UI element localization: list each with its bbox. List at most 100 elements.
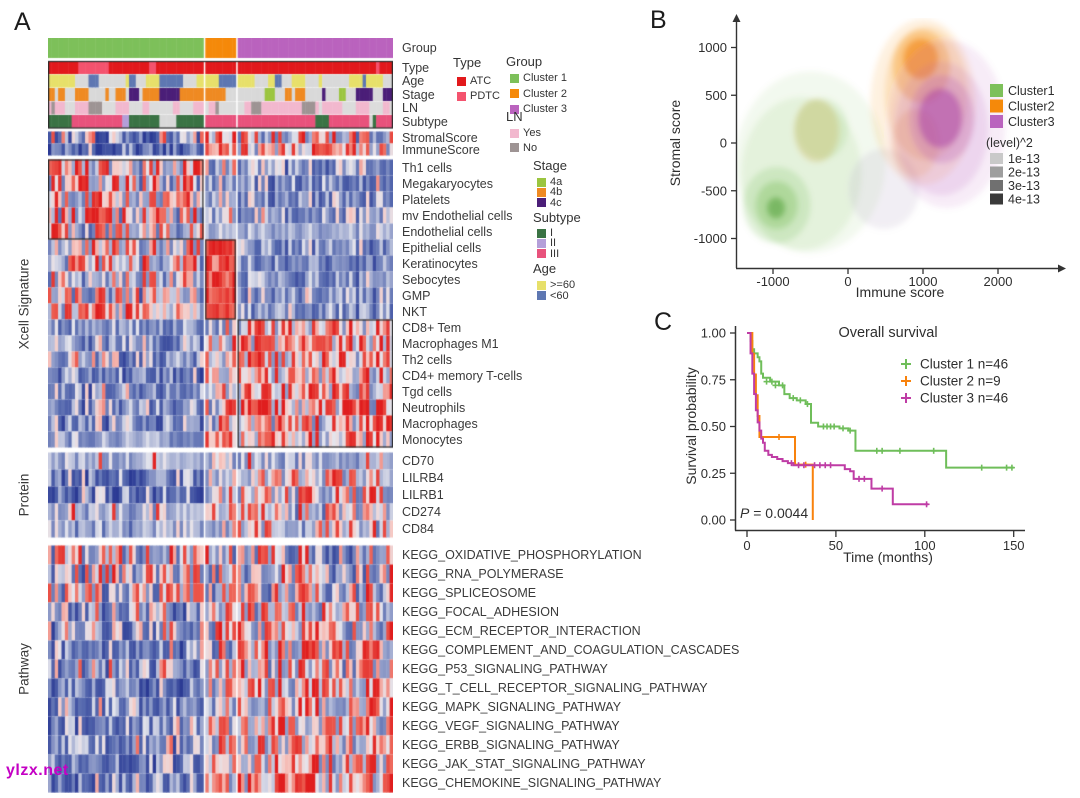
heatmap-row-label: Th1 cells — [402, 160, 453, 175]
heatmap-row-label: NKT — [402, 304, 427, 319]
legend-group: Group Cluster 1 Cluster 2 Cluster 3 — [506, 54, 567, 115]
heatmap-row-label: Group — [402, 41, 437, 55]
legend-item: Cluster 2 — [510, 88, 567, 100]
legend-title: Stage — [533, 158, 567, 173]
heatmap-row-label: Th2 cells — [402, 352, 453, 367]
svg-text:500: 500 — [705, 88, 727, 103]
survival-axes: 1.00 0.75 0.50 0.25 0.00 0 50 100 150 — [701, 326, 1025, 553]
legend-item-label: 4b — [550, 186, 563, 199]
heatmap-row-label: KEGG_P53_SIGNALING_PATHWAY — [402, 662, 608, 676]
svg-text:1000: 1000 — [909, 274, 938, 289]
legend-item-label: II — [550, 237, 557, 250]
legend-item: 4a — [537, 176, 562, 188]
heatmap-row-label: Tgd cells — [402, 384, 453, 399]
heatmap-row-label: KEGG_VEGF_SIGNALING_PATHWAY — [402, 719, 620, 733]
svg-text:0.00: 0.00 — [701, 513, 726, 528]
heatmap-row-label: KEGG_COMPLEMENT_AND_COAGULATION_CASCADES — [402, 643, 740, 657]
density-plot: B 1000 500 0 -500 -1000 -1000 0 1000 2000 Cluste… — [650, 6, 1066, 300]
legend-item: No — [510, 142, 537, 154]
legend-title: LN — [506, 109, 523, 124]
survival-curves — [747, 332, 1015, 520]
panel-a-label: A — [14, 8, 31, 36]
legend-swatch-icon — [537, 280, 546, 290]
heatmap-row-label: Megakaryocytes — [402, 176, 494, 191]
svg-text:2e-13: 2e-13 — [1008, 166, 1040, 180]
panel-b-label: B — [650, 6, 667, 34]
legend-swatch-icon — [510, 104, 519, 114]
svg-text:-500: -500 — [701, 183, 727, 198]
heatmap-row-label: CD274 — [402, 505, 441, 519]
heatmap-row-label: Macrophages M1 — [402, 336, 499, 351]
heatmap-row-label: Type — [402, 60, 430, 75]
heatmap-row-label: Endothelial cells — [402, 224, 493, 239]
density-ylabel: Stromal score — [667, 100, 683, 187]
legend-item: I — [537, 227, 553, 239]
legend-stage: Stage 4a 4b 4c — [533, 158, 567, 209]
heatmap-canvas — [48, 38, 393, 793]
svg-text:100: 100 — [914, 538, 936, 553]
heatmap-row-label: StromalScore — [402, 130, 478, 145]
heatmap-row-label: LN — [402, 101, 418, 116]
survival-pvalue: P = 0.0044 — [740, 505, 808, 521]
heatmap-row-label: Platelets — [402, 192, 450, 207]
svg-text:3e-13: 3e-13 — [1008, 179, 1040, 193]
legend-item: >=60 — [537, 279, 575, 291]
heatmap-row-label: Sebocytes — [402, 272, 461, 287]
legend-swatch-icon — [457, 91, 466, 101]
svg-text:Cluster1: Cluster1 — [1008, 84, 1055, 98]
legend-item-label: Cluster 3 — [523, 103, 568, 115]
legend-title: Type — [453, 55, 482, 70]
legend-swatch-icon — [537, 177, 546, 187]
heatmap-row-label: KEGG_OXIDATIVE_PHOSPHORYLATION — [402, 548, 642, 562]
svg-text:P = 0.0044: P = 0.0044 — [740, 505, 808, 521]
svg-text:Cluster 3 n=46: Cluster 3 n=46 — [920, 391, 1008, 406]
heatmap-row-label: Epithelial cells — [402, 240, 482, 255]
legend-item: Yes — [510, 127, 541, 139]
legend-age: Age >=60 <60 — [533, 261, 575, 302]
legend-item-label: <60 — [550, 289, 569, 302]
legend-item-label: PDTC — [470, 90, 500, 102]
legend-item: 4c — [537, 197, 562, 209]
heatmap-row-label: mv Endothelial cells — [402, 208, 513, 223]
legend-item: Cluster 3 — [510, 103, 567, 115]
survival-xlabel: Time (months) — [843, 549, 933, 565]
legend-item: Cluster 1 — [510, 72, 567, 84]
legend-title: Group — [506, 54, 543, 69]
legend-swatch-icon — [510, 73, 519, 83]
legend-item-label: ATC — [470, 75, 492, 87]
survival-title: Overall survival — [838, 325, 937, 341]
heatmap-row-label: KEGG_FOCAL_ADHESION — [402, 605, 559, 619]
panel-c-label: C — [654, 308, 672, 336]
heatmap-row-label: ImmuneScore — [402, 142, 480, 157]
legend-item: 4b — [537, 186, 562, 198]
density-xlabel: Immune score — [856, 284, 945, 300]
heatmap-row-label: Age — [402, 74, 425, 89]
legend-item: <60 — [537, 290, 569, 302]
legend-item-label: 4c — [550, 196, 562, 209]
heatmap-row-label: CD4+ memory T-cells — [402, 368, 523, 383]
legend-item: III — [537, 248, 559, 260]
svg-text:0: 0 — [720, 136, 727, 151]
legend-item-label: 4a — [550, 176, 563, 188]
svg-text:(level)^2: (level)^2 — [986, 136, 1033, 150]
heatmap-row-label: Keratinocytes — [402, 256, 478, 271]
heatmap-row-label: Macrophages — [402, 416, 478, 431]
survival-ylabel: Survival probability — [683, 367, 699, 485]
heatmap-row-label: GMP — [402, 288, 431, 303]
heatmap-row-label: Neutrophils — [402, 400, 466, 415]
svg-text:Cluster 2 n=9: Cluster 2 n=9 — [920, 374, 1001, 389]
survival-plot: C Overall survival 1.00 0.75 0.50 0.25 0.00 0… — [654, 308, 1025, 565]
legend-title: Subtype — [533, 210, 581, 225]
legend-swatch-icon — [510, 143, 519, 152]
heatmap-row-label: Subtype — [402, 114, 448, 129]
heatmap-row-label: CD84 — [402, 522, 434, 536]
svg-text:1000: 1000 — [698, 40, 727, 55]
heatmap-row-label: CD8+ Tem — [402, 320, 462, 335]
legend-item: II — [537, 237, 556, 249]
legend-item: ATC — [457, 75, 491, 87]
svg-text:1.00: 1.00 — [701, 326, 726, 341]
heatmap-row-label: KEGG_ECM_RECEPTOR_INTERACTION — [402, 624, 641, 638]
heatmap-row-label: KEGG_CHEMOKINE_SIGNALING_PATHWAY — [402, 776, 662, 790]
svg-text:150: 150 — [1003, 538, 1025, 553]
